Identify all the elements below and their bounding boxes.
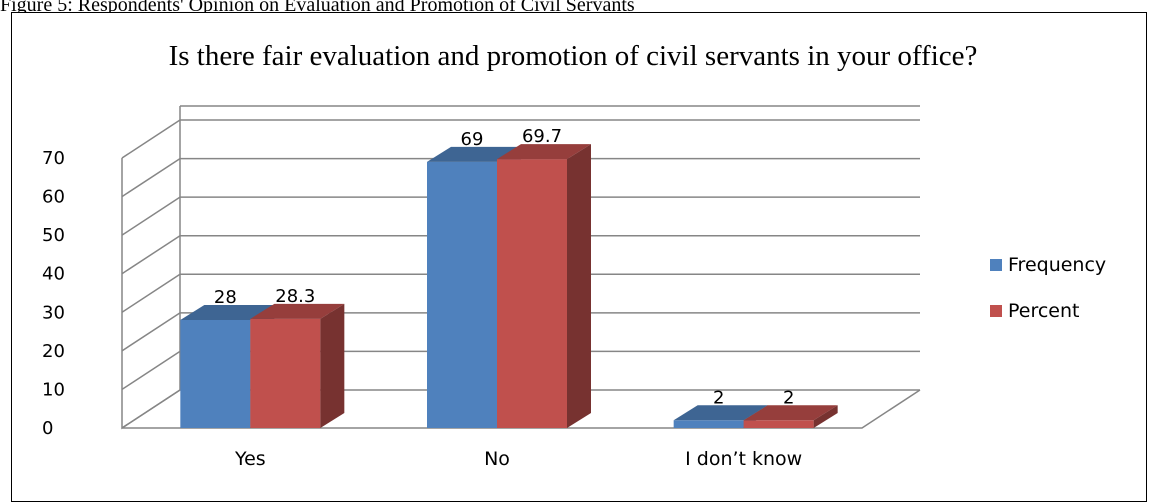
y-tick-label: 50 — [42, 225, 65, 246]
y-tick-label: 30 — [42, 302, 65, 323]
legend-swatch — [990, 305, 1002, 317]
x-category-label: I don’t know — [685, 448, 802, 470]
bar-front — [673, 420, 744, 428]
chart-frame: Is there fair evaluation and promotion o… — [11, 12, 1147, 502]
data-label: 2 — [783, 387, 794, 408]
side-wall — [121, 106, 181, 430]
y-axis-ticks: 0 10 20 30 40 50 60 70 — [42, 148, 65, 439]
legend-label: Percent — [1008, 300, 1080, 322]
data-label: 2 — [713, 387, 724, 408]
x-category-label: No — [484, 448, 510, 470]
legend-swatch — [990, 259, 1002, 271]
y-tick-label: 10 — [42, 379, 65, 400]
data-label: 28.3 — [275, 286, 315, 307]
y-tick-label: 60 — [42, 187, 65, 208]
gridlines — [121, 105, 920, 429]
data-label: 69 — [461, 129, 484, 150]
bar-chart-3d: Is there fair evaluation and promotion o… — [42, 40, 1106, 470]
y-tick-label: 20 — [42, 341, 65, 362]
legend-label: Frequency — [1008, 254, 1106, 276]
gridline — [121, 119, 920, 159]
y-tick-label: 0 — [42, 418, 53, 439]
bar-side — [567, 144, 591, 428]
y-tick-label: 70 — [42, 148, 65, 169]
floor-edge — [122, 389, 921, 429]
x-axis-categories: Yes No I don’t know — [234, 448, 802, 470]
x-category-label: Yes — [234, 448, 266, 470]
data-labels: 28 28.3 69 69.7 2 2 — [214, 126, 795, 408]
bar-top — [180, 305, 275, 320]
chart-title: Is there fair evaluation and promotion o… — [169, 40, 978, 72]
bar-top — [427, 146, 521, 162]
data-label: 69.7 — [522, 126, 562, 147]
bar-front — [427, 161, 497, 428]
gridline — [121, 234, 920, 275]
bars — [180, 144, 838, 428]
gridline — [121, 312, 920, 352]
gridline — [121, 273, 920, 313]
gridline — [121, 389, 920, 429]
bar-top — [673, 405, 768, 421]
bar-top — [743, 405, 838, 421]
bar-front — [497, 159, 567, 428]
data-label: 28 — [214, 287, 237, 308]
bar-side — [813, 405, 838, 428]
bar-top — [497, 144, 591, 160]
gridline — [121, 196, 920, 236]
bar-front — [743, 420, 814, 428]
y-tick-label: 40 — [42, 264, 65, 285]
legend: Frequency Percent — [990, 254, 1106, 322]
bar-front — [250, 318, 321, 428]
bar-front — [180, 320, 251, 428]
bar-side — [320, 303, 345, 428]
gridline — [121, 157, 920, 198]
gridline — [121, 350, 920, 391]
bar-top — [250, 303, 345, 319]
